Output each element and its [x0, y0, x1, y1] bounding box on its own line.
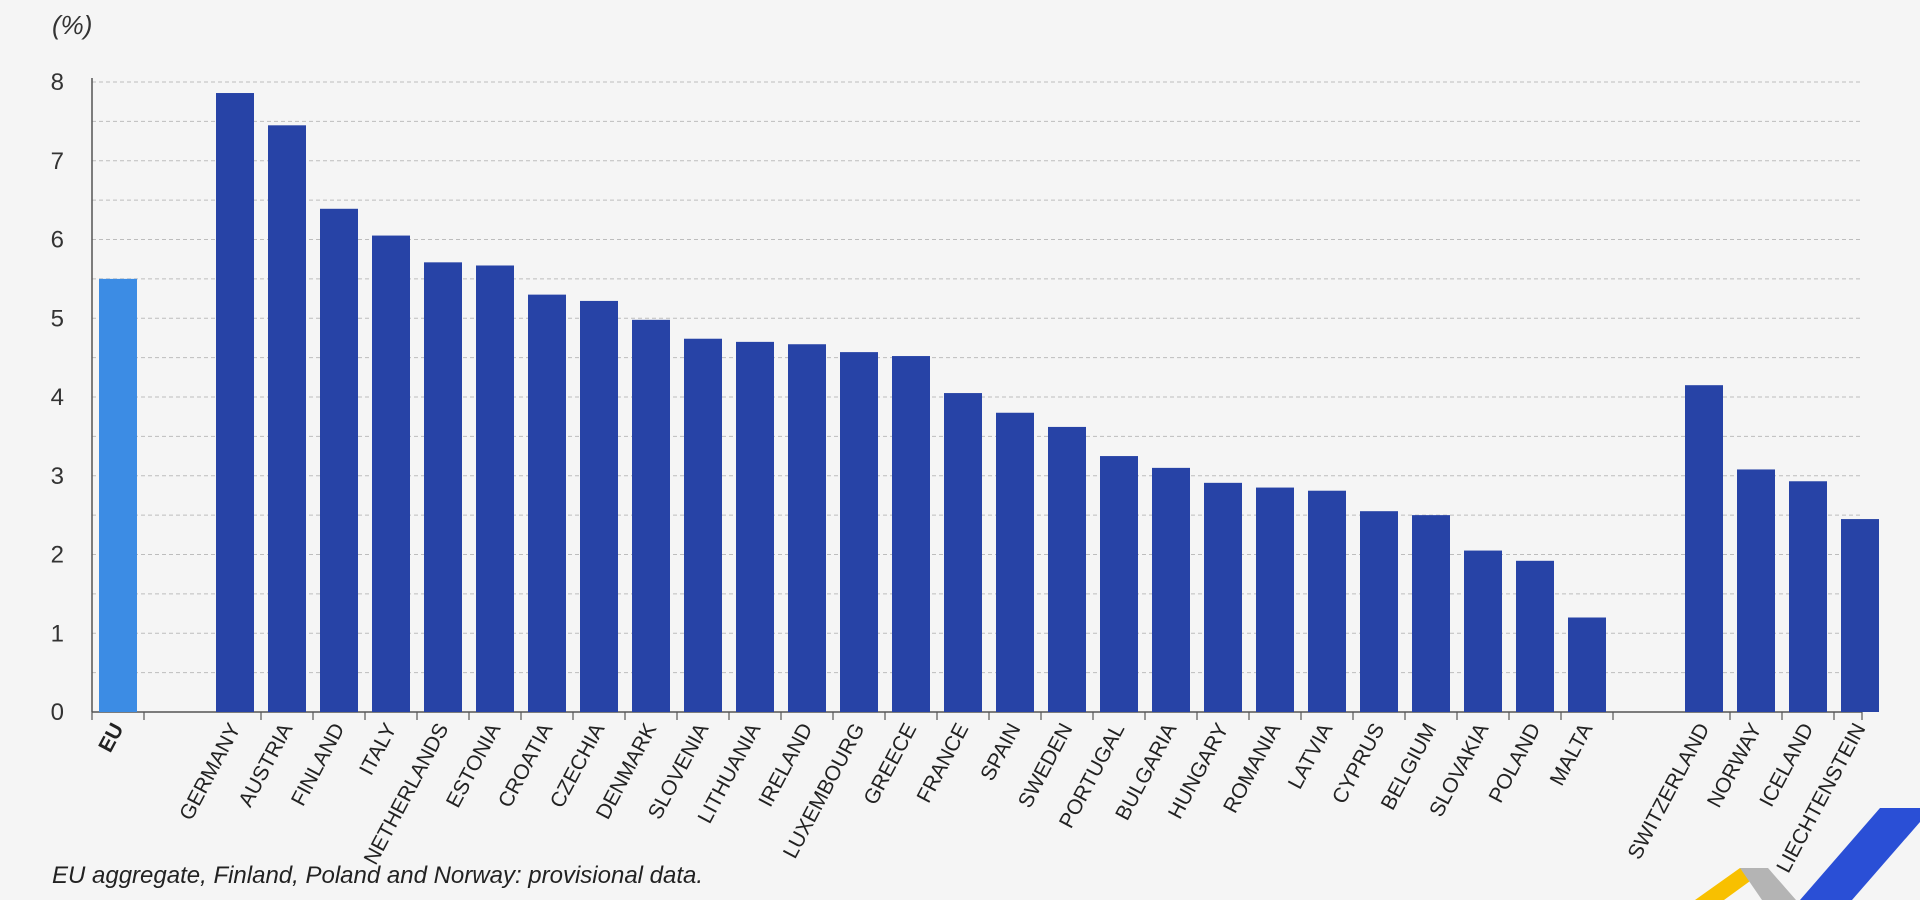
x-tick-label-spain: SPAIN — [976, 720, 1025, 785]
y-tick-label: 4 — [51, 384, 64, 411]
bar-france — [944, 393, 982, 712]
eurostat-logo-icon — [1695, 808, 1920, 900]
bar-belgium — [1412, 515, 1450, 712]
bar-portugal — [1100, 456, 1138, 712]
bar-liechtenstein — [1841, 519, 1879, 712]
x-tick-label-poland: POLAND — [1485, 720, 1546, 807]
bar-lithuania — [736, 341, 774, 712]
bar-estonia — [476, 265, 514, 712]
bar-eu — [99, 278, 137, 712]
bar-latvia — [1308, 490, 1346, 712]
bar-finland — [320, 208, 358, 712]
bar-denmark — [632, 319, 670, 712]
bar-iceland — [1789, 481, 1827, 712]
bar-poland — [1516, 560, 1554, 712]
y-tick-label: 1 — [51, 620, 64, 647]
y-tick-label: 2 — [51, 542, 64, 569]
bar-sweden — [1048, 426, 1086, 712]
bar-switzerland — [1685, 385, 1723, 712]
bar-netherlands — [424, 262, 462, 712]
bar-bulgaria — [1152, 467, 1190, 712]
logo-grey-shape — [1740, 868, 1796, 900]
bar-germany — [216, 93, 254, 712]
bar-czechia — [580, 300, 618, 712]
bar-spain — [996, 412, 1034, 712]
bar-hungary — [1204, 482, 1242, 712]
bar-luxembourg — [840, 352, 878, 712]
x-tick-label-italy: ITALY — [355, 720, 401, 780]
x-tick-label-germany: GERMANY — [175, 720, 245, 825]
y-tick-label: 6 — [51, 227, 64, 254]
y-tick-label: 5 — [51, 305, 64, 332]
y-axis-unit-label: (%) — [52, 10, 93, 40]
y-tick-label: 3 — [51, 463, 64, 490]
y-tick-label: 7 — [51, 148, 64, 175]
bar-malta — [1568, 617, 1606, 712]
bar-slovakia — [1464, 550, 1502, 712]
y-tick-label: 8 — [51, 69, 64, 96]
bar-romania — [1256, 487, 1294, 712]
bar-cyprus — [1360, 511, 1398, 712]
x-tick-label-eu: EU — [94, 720, 128, 757]
x-tick-label-malta: MALTA — [1546, 720, 1598, 790]
y-tick-label: 0 — [51, 699, 64, 726]
footnote: EU aggregate, Finland, Poland and Norway… — [52, 862, 704, 889]
bar-slovenia — [684, 338, 722, 712]
x-tick-label-finland: FINLAND — [287, 720, 349, 810]
x-tick-label-latvia: LATVIA — [1284, 720, 1338, 793]
bar-norway — [1737, 469, 1775, 712]
bar-italy — [372, 235, 410, 712]
x-tick-label-france: FRANCE — [913, 720, 974, 807]
bar-austria — [268, 125, 306, 712]
bars — [99, 93, 1879, 712]
bar-croatia — [528, 294, 566, 712]
bar-greece — [892, 356, 930, 712]
bar-ireland — [788, 344, 826, 712]
x-tick-label-switzerland: SWITZERLAND — [1623, 720, 1714, 864]
logo-blue-shape — [1800, 808, 1920, 900]
